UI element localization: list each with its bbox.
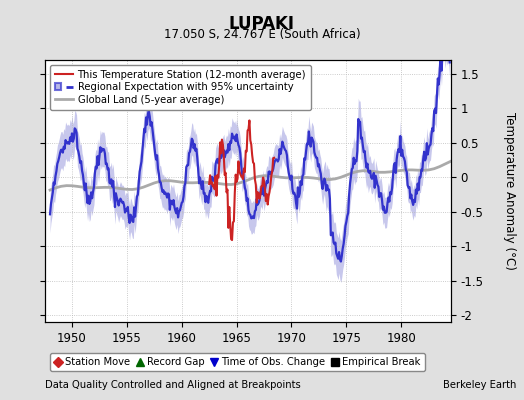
Text: Berkeley Earth: Berkeley Earth — [443, 380, 516, 390]
Text: 17.050 S, 24.767 E (South Africa): 17.050 S, 24.767 E (South Africa) — [163, 28, 361, 41]
Y-axis label: Temperature Anomaly (°C): Temperature Anomaly (°C) — [503, 112, 516, 270]
Legend: Station Move, Record Gap, Time of Obs. Change, Empirical Break: Station Move, Record Gap, Time of Obs. C… — [50, 353, 425, 371]
Text: LUPAKI: LUPAKI — [229, 15, 295, 33]
Text: Data Quality Controlled and Aligned at Breakpoints: Data Quality Controlled and Aligned at B… — [45, 380, 300, 390]
